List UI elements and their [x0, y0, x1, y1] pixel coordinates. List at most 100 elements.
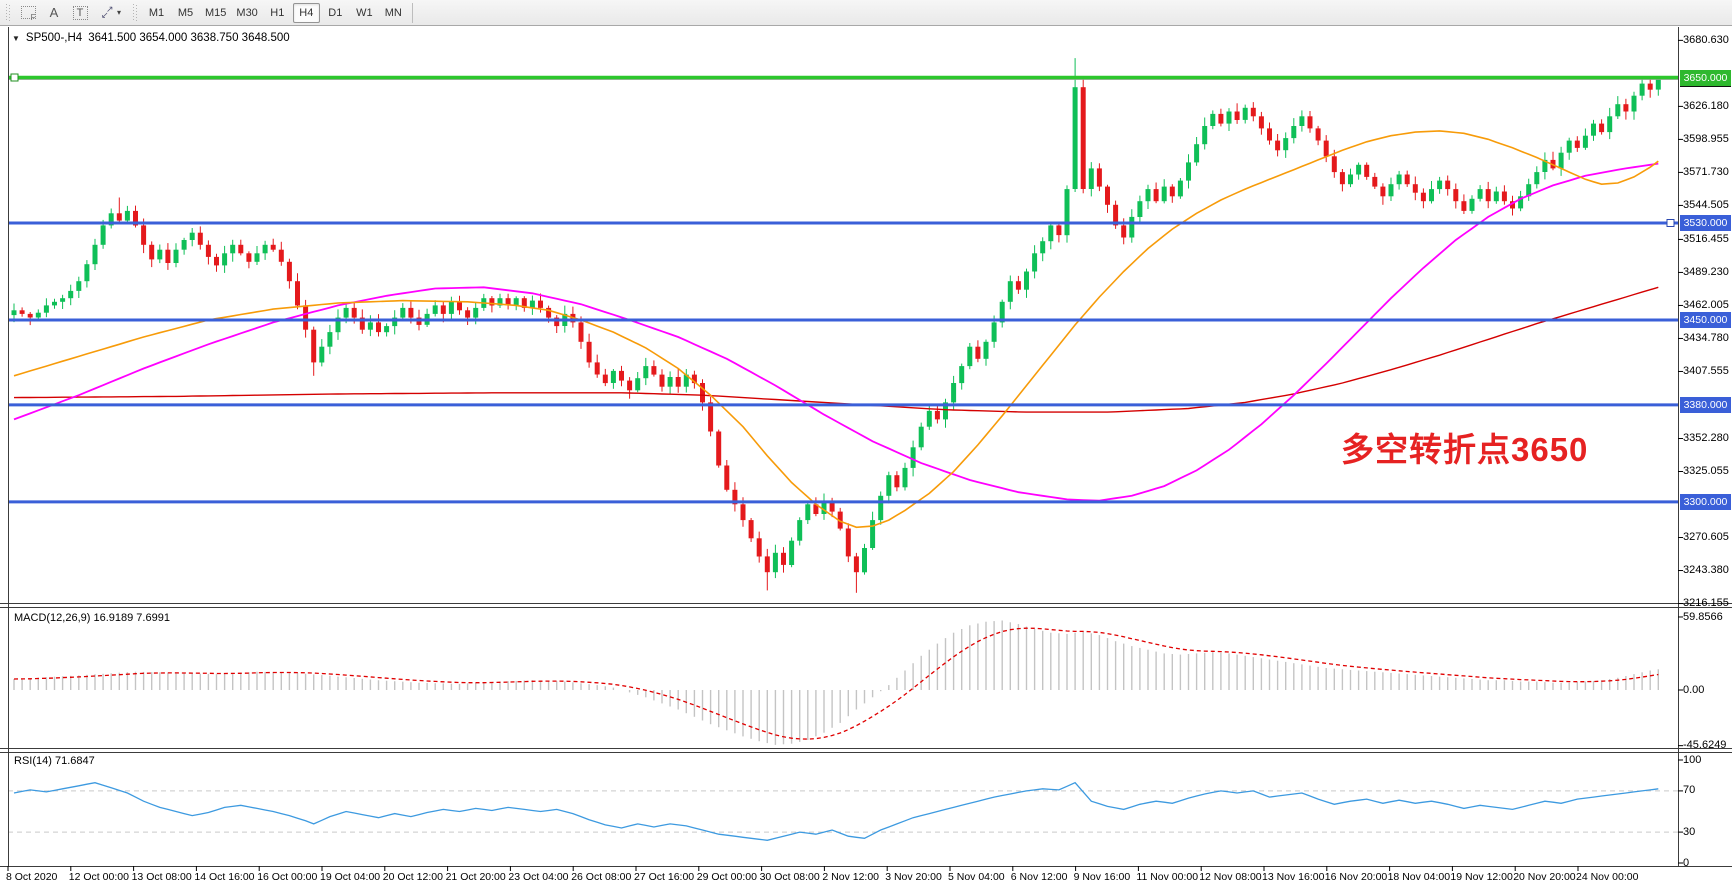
rsi-axis-label: 100	[1683, 753, 1702, 766]
tools-group: F A T ↗ ↙ ▾	[15, 3, 129, 23]
candle-body	[732, 489, 738, 505]
rsi-axis-label: 70	[1683, 784, 1696, 797]
candle-body	[700, 383, 705, 403]
candle-body	[1088, 168, 1094, 189]
timeframe-m1-button[interactable]: M1	[148, 6, 165, 19]
candle-body	[408, 307, 414, 318]
candle-body	[1526, 184, 1532, 197]
price-axis-label: 3352.280	[1683, 432, 1729, 444]
candle-body	[829, 501, 835, 512]
candle-body	[724, 465, 730, 490]
chart-menu-triangle-icon[interactable]: ▼	[12, 33, 20, 43]
macd-axis-label: -45.6249	[1683, 739, 1727, 752]
toolbar-drag-handle[interactable]	[6, 3, 11, 22]
price-axis-label: 3571.730	[1683, 165, 1729, 178]
candle-body	[1169, 186, 1175, 197]
candle-body	[951, 383, 957, 403]
candle-body	[529, 300, 535, 308]
candle-body	[205, 244, 211, 257]
candle-body	[740, 504, 746, 521]
candle-body	[1582, 135, 1588, 148]
candle-body	[1032, 253, 1038, 272]
candle-body	[35, 312, 41, 318]
time-axis-label: 6 Nov 12:00	[1010, 871, 1068, 883]
candle-body	[546, 307, 552, 318]
blue-level-badge: 3530.000	[1680, 215, 1731, 231]
candle-body	[278, 249, 284, 262]
candle-body	[667, 377, 673, 387]
candle-body	[1607, 116, 1613, 133]
candle-body	[1210, 113, 1216, 126]
candle-body	[351, 307, 357, 318]
blue-line-handle[interactable]	[1666, 219, 1675, 227]
timeframe-d1-button[interactable]: D1	[328, 6, 343, 19]
candle-body	[27, 313, 33, 318]
candle-body	[246, 253, 252, 262]
candle-body	[116, 213, 122, 221]
candle-body	[1485, 189, 1491, 202]
candle-body	[521, 298, 527, 308]
candle-body	[1226, 111, 1232, 124]
timeframe-m15-button[interactable]: M15	[205, 6, 227, 19]
candle-body	[999, 301, 1005, 323]
text-box-tool-button[interactable]: T	[68, 3, 92, 23]
timeframe-mn-button[interactable]: MN	[384, 6, 402, 19]
candle-body	[659, 374, 665, 387]
candle-body	[554, 317, 560, 327]
timeframe-m5-button[interactable]: M5	[177, 6, 194, 19]
candle-body	[1388, 184, 1394, 197]
candle-body	[1113, 204, 1119, 226]
green-level-badge: 3650.000	[1680, 69, 1731, 86]
candle-body	[1348, 174, 1353, 185]
dotted-frame-f-button[interactable]: F	[16, 3, 40, 23]
candle-body	[781, 552, 786, 565]
candle-body	[691, 374, 697, 384]
candle-body	[853, 556, 859, 573]
candle-body	[335, 317, 341, 333]
candle-body	[254, 253, 260, 262]
blue-level-badge: 3450.000	[1680, 312, 1731, 328]
candle-body	[1186, 162, 1191, 181]
timeframe-w1-button[interactable]: W1	[356, 6, 373, 19]
candle-body	[837, 511, 843, 529]
dotted-frame-f-icon: F	[20, 6, 36, 22]
candle-body	[1615, 104, 1621, 117]
candle-body	[1283, 138, 1289, 151]
candle-body	[1396, 174, 1402, 185]
time-axis-label: 5 Nov 04:00	[948, 871, 1005, 883]
candle-body	[1137, 201, 1143, 217]
candle-body	[505, 298, 511, 306]
timeframe-m30-button[interactable]: M30	[236, 6, 258, 19]
candle-body	[1477, 189, 1483, 199]
candle-body	[1291, 126, 1297, 139]
candle-body	[602, 374, 608, 384]
toolbar-drag-handle[interactable]	[133, 3, 138, 22]
candle-body	[1518, 196, 1524, 209]
candle-body	[1437, 180, 1443, 190]
candle-body	[586, 341, 592, 363]
text-label-tool-button[interactable]: A	[42, 3, 66, 23]
toolbar-separator	[411, 2, 413, 23]
candle-body	[991, 322, 997, 342]
candle-body	[1234, 111, 1240, 120]
rsi-indicator-label: RSI(14) 71.6847	[14, 755, 95, 767]
candle-body	[230, 244, 236, 254]
price-axis-label: 3216.155	[1683, 597, 1729, 609]
rsi-axis-label: 0	[1683, 856, 1690, 869]
candle-body	[1153, 189, 1159, 202]
blue-level-badge: 3380.000	[1680, 396, 1731, 413]
time-axis-label: 20 Nov 20:00	[1513, 871, 1576, 883]
candle-body	[813, 504, 819, 514]
candle-body	[214, 256, 219, 266]
timeframe-h1-button[interactable]: H1	[270, 6, 285, 19]
candle-body	[400, 307, 406, 318]
candle-body	[19, 310, 25, 314]
green-line-handle[interactable]	[10, 73, 19, 82]
candle-body	[1121, 225, 1127, 238]
arrows-tool-button[interactable]: ↗ ↙ ▾	[94, 3, 128, 23]
timeframe-h4-button[interactable]: H4	[292, 2, 320, 23]
candle-body	[619, 370, 624, 381]
macd-signal-line	[13, 627, 1659, 740]
candle-body	[635, 378, 641, 391]
